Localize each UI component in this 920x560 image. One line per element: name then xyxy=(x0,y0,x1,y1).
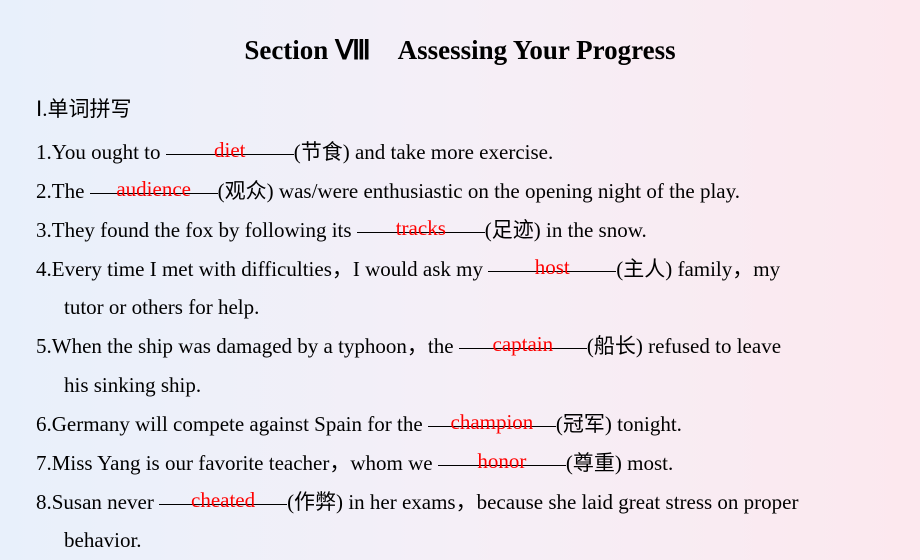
items-container: 1.You ought to diet(节食) and take more ex… xyxy=(36,133,884,560)
answer-blank: audience xyxy=(90,172,218,194)
item-pre-text: You ought to xyxy=(52,140,166,164)
exercise-item-continuation: his sinking ship. xyxy=(36,366,884,405)
exercise-item: 1.You ought to diet(节食) and take more ex… xyxy=(36,133,884,172)
item-post-text: most. xyxy=(622,451,673,475)
item-hint: (节食) xyxy=(294,140,350,164)
answer-text: diet xyxy=(214,138,246,162)
item-hint: (船长) xyxy=(587,334,643,358)
answer-blank: tracks xyxy=(357,211,485,233)
item-hint: (主人) xyxy=(616,257,672,281)
exercise-item: 6.Germany will compete against Spain for… xyxy=(36,405,884,444)
exercise-item: 8.Susan never cheated(作弊) in her exams，b… xyxy=(36,483,884,522)
item-pre-text: Susan never xyxy=(52,490,159,514)
answer-text: captain xyxy=(493,332,554,356)
item-number: 2. xyxy=(36,179,52,203)
answer-text: honor xyxy=(477,449,526,473)
answer-blank: diet xyxy=(166,133,294,155)
exercise-item-continuation: tutor or others for help. xyxy=(36,288,884,327)
answer-blank: champion xyxy=(428,405,556,427)
item-hint: (足迹) xyxy=(485,218,541,242)
answer-blank: captain xyxy=(459,327,587,349)
item-pre-text: They found the fox by following its xyxy=(52,218,357,242)
item-hint: (尊重) xyxy=(566,451,622,475)
item-number: 1. xyxy=(36,140,52,164)
answer-text: champion xyxy=(451,410,534,434)
answer-text: host xyxy=(535,255,570,279)
item-hint: (观众) xyxy=(218,179,274,203)
exercise-item: 4.Every time I met with difficulties，I w… xyxy=(36,250,884,289)
item-pre-text: Every time I met with difficulties，I wou… xyxy=(52,257,488,281)
item-number: 7. xyxy=(36,451,52,475)
answer-blank: honor xyxy=(438,444,566,466)
exercise-item: 7.Miss Yang is our favorite teacher，whom… xyxy=(36,444,884,483)
item-hint: (冠军) xyxy=(556,412,612,436)
page-title: Section Ⅷ Assessing Your Progress xyxy=(36,28,884,67)
item-pre-text: When the ship was damaged by a typhoon，t… xyxy=(52,334,459,358)
item-number: 8. xyxy=(36,490,52,514)
item-post-text: and take more exercise. xyxy=(350,140,553,164)
section-label: Ⅰ.单词拼写 xyxy=(36,93,884,123)
exercise-item: 2.The audience(观众) was/were enthusiastic… xyxy=(36,172,884,211)
item-post-text: in the snow. xyxy=(541,218,647,242)
item-hint: (作弊) xyxy=(287,490,343,514)
answer-blank: cheated xyxy=(159,483,287,505)
exercise-item: 5.When the ship was damaged by a typhoon… xyxy=(36,327,884,366)
answer-text: tracks xyxy=(396,216,446,240)
item-post-text: tonight. xyxy=(612,412,682,436)
item-number: 4. xyxy=(36,257,52,281)
answer-text: cheated xyxy=(191,488,255,512)
item-pre-text: Germany will compete against Spain for t… xyxy=(52,412,428,436)
item-post-text: family，my xyxy=(672,257,780,281)
item-number: 3. xyxy=(36,218,52,242)
answer-blank: host xyxy=(488,250,616,272)
item-number: 6. xyxy=(36,412,52,436)
item-post-text: refused to leave xyxy=(643,334,781,358)
item-post-text: was/were enthusiastic on the opening nig… xyxy=(274,179,740,203)
exercise-item-continuation: behavior. xyxy=(36,521,884,560)
item-number: 5. xyxy=(36,334,52,358)
item-post-text: in her exams，because she laid great stre… xyxy=(343,490,798,514)
item-pre-text: Miss Yang is our favorite teacher，whom w… xyxy=(52,451,438,475)
answer-text: audience xyxy=(116,177,191,201)
exercise-item: 3.They found the fox by following its tr… xyxy=(36,211,884,250)
item-pre-text: The xyxy=(52,179,90,203)
